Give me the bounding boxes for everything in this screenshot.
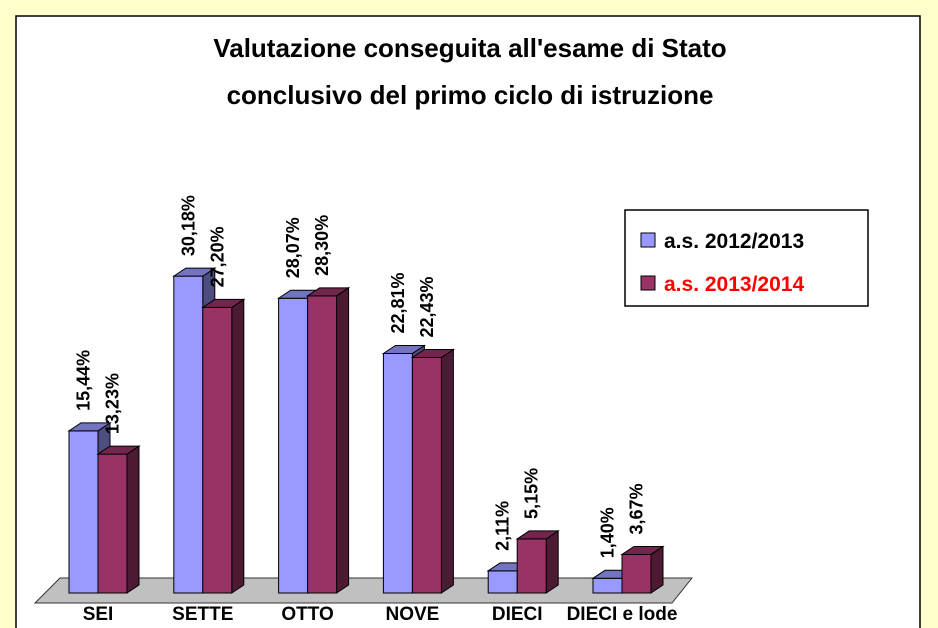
bar <box>411 356 442 594</box>
bar-top <box>410 348 456 358</box>
bar <box>97 453 128 594</box>
value-label: 15,44% <box>74 350 94 411</box>
value-label: 1,40% <box>598 507 618 558</box>
legend <box>624 209 869 307</box>
legend-swatch <box>640 232 656 248</box>
x-tick-label: SEI <box>83 604 114 625</box>
value-label: 27,20% <box>207 226 227 287</box>
bar-side <box>336 286 350 594</box>
bar <box>382 352 413 594</box>
bar-side <box>545 529 559 594</box>
legend-label: a.s. 2013/2014 <box>664 273 804 296</box>
x-tick-label: OTTO <box>281 604 333 625</box>
bar <box>516 538 547 594</box>
bar <box>621 553 652 594</box>
value-label: 5,15% <box>522 468 542 519</box>
bar-top <box>620 545 665 555</box>
value-label: 2,11% <box>493 501 513 551</box>
bar-side <box>440 348 454 594</box>
bar-top <box>515 530 560 540</box>
bar <box>592 577 623 594</box>
value-label: 13,23% <box>103 373 123 434</box>
value-label: 22,43% <box>417 276 437 337</box>
bar-top <box>305 287 351 297</box>
bar-top <box>96 445 141 455</box>
value-label: 28,07% <box>283 217 303 278</box>
value-label: 28,30% <box>312 215 332 276</box>
bar-top <box>381 344 427 354</box>
bar <box>278 297 309 594</box>
bar <box>307 295 338 594</box>
chart-area <box>15 15 921 628</box>
bar-side <box>126 445 140 594</box>
bar-top <box>201 298 246 308</box>
bar <box>68 430 99 594</box>
chart-title: Valutazione conseguita all'esame di Stat… <box>213 33 726 63</box>
value-label: 22,81% <box>388 272 408 333</box>
bar <box>202 306 233 594</box>
x-tick-label: DIECI e lode <box>567 604 678 625</box>
bar-side <box>231 298 245 594</box>
bar <box>487 570 518 594</box>
value-label: 30,18% <box>178 195 198 256</box>
bar <box>173 275 204 594</box>
value-label: 3,67% <box>627 483 647 534</box>
x-tick-label: NOVE <box>385 604 439 625</box>
x-tick-label: SETTE <box>172 604 233 625</box>
bar-top <box>67 422 112 432</box>
chart-title: conclusivo del primo ciclo di istruzione <box>227 80 714 110</box>
legend-swatch <box>640 275 656 291</box>
x-tick-label: DIECI <box>492 604 543 625</box>
legend-label: a.s. 2012/2013 <box>664 230 804 253</box>
bar-top <box>172 267 217 277</box>
